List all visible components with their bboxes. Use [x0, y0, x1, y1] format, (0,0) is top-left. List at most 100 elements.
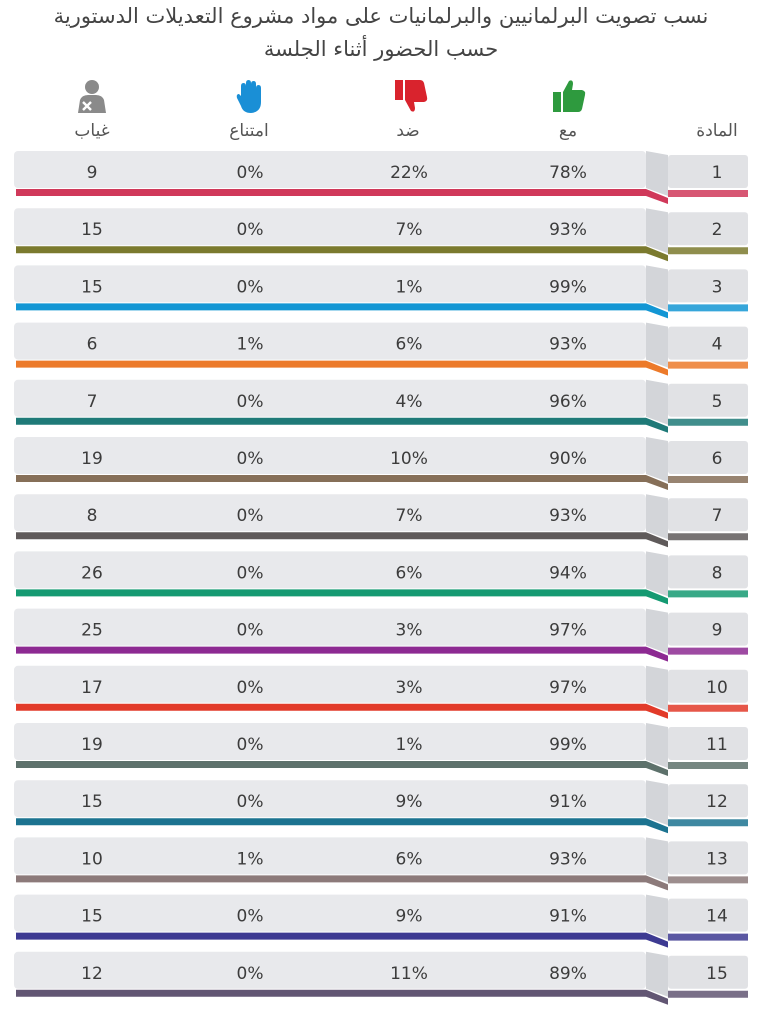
row-ribbon: [16, 932, 668, 948]
article-number: 11: [706, 735, 728, 755]
row-ribbon-right: [668, 304, 748, 312]
row-band: [14, 379, 646, 417]
table-row: 14 91% 9% 0% 15: [14, 894, 748, 948]
row-ribbon: [16, 532, 668, 548]
abstain-value: 0%: [237, 964, 264, 984]
article-number: 2: [712, 220, 723, 240]
row-ribbon: [16, 646, 668, 662]
row-band: [14, 494, 646, 532]
chart-subtitle: حسب الحضور أثناء الجلسة: [263, 37, 499, 61]
absent-person-icon: [78, 80, 106, 113]
row-article-block: [668, 498, 748, 532]
article-number: 5: [712, 392, 723, 412]
row-ribbon-right: [668, 876, 748, 884]
row-connector: [646, 608, 668, 654]
abstain-value: 0%: [237, 220, 264, 240]
row-ribbon: [16, 417, 668, 433]
abstain-value: 0%: [237, 163, 264, 183]
row-ribbon: [16, 475, 668, 490]
row-band: [14, 265, 646, 303]
absent-value: 26: [81, 563, 103, 583]
for-value: 94%: [549, 563, 587, 583]
raised-hand-icon: [236, 80, 261, 113]
row-band: [14, 951, 646, 989]
row-ribbon-right: [668, 247, 748, 255]
article-number: 13: [706, 849, 728, 869]
against-value: 7%: [396, 220, 423, 240]
row-ribbon-right: [668, 418, 748, 426]
row-ribbon: [16, 246, 668, 262]
row-ribbon: [16, 875, 668, 891]
against-value: 6%: [396, 849, 423, 869]
absent-value: 12: [81, 964, 103, 984]
row-ribbon: [16, 589, 668, 605]
absent-value: 15: [81, 907, 103, 927]
column-header-article: المادة: [696, 121, 738, 141]
row-ribbon: [16, 703, 668, 719]
article-number: 15: [706, 964, 728, 984]
against-value: 6%: [396, 563, 423, 583]
row-connector: [646, 723, 668, 768]
for-value: 93%: [549, 335, 587, 355]
row-article-block: [668, 669, 748, 703]
row-article-block: [668, 155, 748, 188]
against-value: 3%: [396, 678, 423, 698]
row-connector: [646, 322, 668, 368]
row-article-block: [668, 326, 748, 360]
row-band: [14, 837, 646, 875]
article-number: 12: [706, 792, 728, 812]
abstain-value: 0%: [237, 792, 264, 812]
row-article-block: [668, 269, 748, 303]
row-connector: [646, 208, 668, 254]
abstain-value: 0%: [237, 735, 264, 755]
against-value: 6%: [396, 335, 423, 355]
table-row: 9 97% 3% 0% 25: [14, 608, 748, 662]
row-article-block: [668, 898, 748, 932]
absent-value: 10: [81, 849, 103, 869]
row-ribbon-right: [668, 647, 748, 655]
row-article-block: [668, 955, 748, 989]
table-row: 11 99% 1% 0% 19: [14, 723, 748, 776]
for-value: 93%: [549, 849, 587, 869]
abstain-value: 0%: [237, 277, 264, 297]
article-number: 4: [712, 335, 723, 355]
row-ribbon: [16, 303, 668, 319]
for-value: 99%: [549, 735, 587, 755]
column-header-against: ضد: [396, 121, 420, 141]
row-article-block: [668, 555, 748, 589]
row-ribbon: [16, 360, 668, 376]
row-band: [14, 665, 646, 703]
abstain-value: 1%: [237, 335, 264, 355]
against-value: 1%: [396, 277, 423, 297]
abstain-value: 1%: [237, 849, 264, 869]
row-ribbon: [16, 189, 668, 204]
abstain-value: 0%: [237, 392, 264, 412]
chart-title: نسب تصويت البرلمانيين والبرلمانيات على م…: [53, 4, 709, 28]
abstain-value: 0%: [237, 563, 264, 583]
article-number: 6: [712, 449, 723, 469]
row-band: [14, 723, 646, 760]
table-row: 12 91% 9% 0% 15: [14, 780, 748, 834]
row-ribbon-right: [668, 762, 748, 769]
row-ribbon: [16, 761, 668, 776]
row-article-block: [668, 383, 748, 417]
table-row: 15 89% 11% 0% 12: [14, 951, 748, 1005]
against-value: 1%: [396, 735, 423, 755]
row-article-block: [668, 841, 748, 875]
absent-value: 15: [81, 277, 103, 297]
abstain-value: 0%: [237, 449, 264, 469]
row-connector: [646, 837, 668, 883]
row-article-block: [668, 441, 748, 474]
table-row: 2 93% 7% 0% 15: [14, 208, 748, 262]
row-connector: [646, 265, 668, 311]
thumbs-up-icon: [553, 80, 586, 112]
for-value: 93%: [549, 506, 587, 526]
row-ribbon-right: [668, 361, 748, 369]
row-band: [14, 208, 646, 246]
row-connector: [646, 780, 668, 826]
row-connector: [646, 894, 668, 940]
row-band: [14, 551, 646, 589]
against-value: 10%: [390, 449, 428, 469]
column-header-for: مع: [558, 121, 578, 141]
absent-value: 19: [81, 449, 103, 469]
